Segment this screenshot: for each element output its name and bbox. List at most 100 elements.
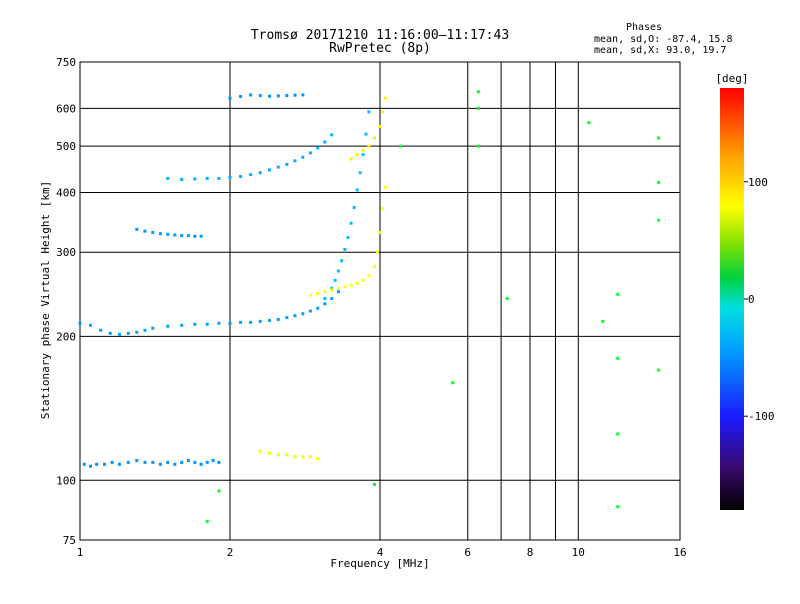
data-point <box>336 290 340 294</box>
y-tick-label: 600 <box>56 102 76 115</box>
data-point <box>217 460 221 464</box>
data-point <box>373 136 377 140</box>
stats-line-o: mean, sd,O: -87.4, 15.8 <box>594 34 732 45</box>
data-point <box>180 323 184 327</box>
data-point <box>361 148 365 152</box>
data-point <box>616 292 620 296</box>
data-point <box>330 288 334 292</box>
data-point <box>476 90 480 94</box>
data-point <box>308 293 312 297</box>
data-point <box>336 269 340 273</box>
data-point <box>476 144 480 148</box>
data-point <box>193 322 197 326</box>
data-point <box>217 489 221 493</box>
data-point <box>451 381 455 385</box>
data-point <box>361 278 365 282</box>
data-point <box>166 176 170 180</box>
data-point <box>343 247 347 251</box>
data-point <box>316 146 320 150</box>
data-point <box>267 318 271 322</box>
data-point <box>355 153 359 157</box>
data-point <box>330 286 334 290</box>
data-point <box>276 317 280 321</box>
data-point <box>601 319 605 323</box>
data-point <box>205 460 209 464</box>
data-point <box>616 432 620 436</box>
data-point <box>193 460 197 464</box>
data-point <box>193 234 197 238</box>
data-point <box>110 460 114 464</box>
data-point <box>95 462 99 466</box>
data-point <box>276 165 280 169</box>
data-point <box>173 462 177 466</box>
data-point <box>378 124 382 128</box>
y-tick-label: 100 <box>56 474 76 487</box>
data-point <box>367 274 371 278</box>
data-point <box>381 207 385 211</box>
data-point <box>476 106 480 110</box>
data-point <box>180 460 184 464</box>
data-point <box>399 144 403 148</box>
data-point <box>301 155 305 159</box>
data-point <box>349 283 353 287</box>
y-tick-label: 500 <box>56 140 76 153</box>
data-point <box>199 234 203 238</box>
data-point <box>330 297 334 301</box>
data-point <box>117 332 121 336</box>
y-tick-label: 300 <box>56 246 76 259</box>
data-point <box>330 133 334 137</box>
data-point <box>293 93 297 97</box>
data-point <box>340 259 344 263</box>
data-point <box>293 159 297 163</box>
data-point <box>587 121 591 125</box>
stats-header: Phases <box>626 22 662 33</box>
data-point <box>126 460 130 464</box>
data-point <box>166 460 170 464</box>
data-point <box>267 94 271 98</box>
data-point <box>367 144 371 148</box>
data-point <box>258 319 262 323</box>
data-point <box>383 96 387 100</box>
data-point <box>361 153 365 157</box>
data-point <box>367 110 371 114</box>
y-axis: 75 100 200 300 400 500 600 750 <box>56 56 76 547</box>
data-point <box>258 449 262 453</box>
y-tick-label: 200 <box>56 330 76 343</box>
x-tick-label: 4 <box>377 546 384 559</box>
y-tick-label: 750 <box>56 56 76 69</box>
data-point <box>158 232 162 236</box>
data-point <box>267 451 271 455</box>
data-point <box>276 453 280 457</box>
colorbar-tick-label: 0 <box>748 293 755 306</box>
data-point <box>166 232 170 236</box>
data-point <box>657 136 661 140</box>
data-point <box>308 309 312 313</box>
data-point <box>343 285 347 289</box>
data-point <box>323 297 327 301</box>
data-point <box>301 93 305 97</box>
data-points <box>78 90 661 523</box>
data-point <box>82 462 86 466</box>
data-point <box>143 229 147 233</box>
x-tick-label: 8 <box>527 546 534 559</box>
data-point <box>349 157 353 161</box>
data-point <box>616 356 620 360</box>
data-point <box>217 176 221 180</box>
data-point <box>316 306 320 310</box>
data-point <box>333 278 337 282</box>
data-point <box>657 180 661 184</box>
data-point <box>323 290 327 294</box>
grid-lines <box>80 62 680 540</box>
data-point <box>135 227 139 231</box>
data-point <box>505 297 509 301</box>
data-point <box>217 321 221 325</box>
y-tick-label: 75 <box>63 534 76 547</box>
data-point <box>336 286 340 290</box>
data-point <box>301 312 305 316</box>
data-point <box>180 177 184 181</box>
data-point <box>316 457 320 461</box>
data-point <box>323 140 327 144</box>
data-point <box>383 185 387 189</box>
data-point <box>616 505 620 509</box>
